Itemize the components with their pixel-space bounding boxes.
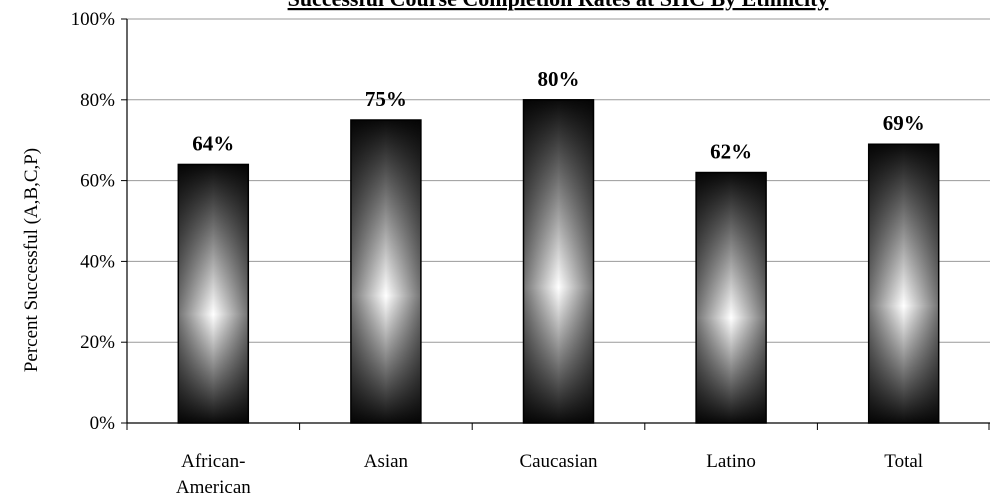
axes-layer bbox=[121, 18, 990, 430]
data-label: 62% bbox=[710, 140, 752, 164]
x-category-label: American bbox=[176, 477, 251, 498]
data-label: 80% bbox=[538, 67, 580, 91]
y-tick-label: 40% bbox=[80, 251, 115, 272]
chart-title: Successful Course Completion Rates at SH… bbox=[288, 0, 829, 11]
x-category-label: Asian bbox=[364, 451, 409, 472]
bar-shade bbox=[523, 99, 594, 424]
x-category-labels: African- American Asian Caucasian Latino Tota… bbox=[176, 451, 923, 498]
x-category-label: Caucasian bbox=[519, 451, 598, 472]
data-label: 69% bbox=[883, 111, 925, 135]
chart-title-group: Successful Course Completion Rates at SH… bbox=[288, 0, 829, 11]
bar-shade bbox=[868, 144, 939, 424]
bar-shade bbox=[350, 120, 421, 423]
x-category-label: Total bbox=[884, 451, 923, 472]
y-tick-label: 60% bbox=[80, 171, 115, 192]
data-labels: 64% 75% 80% 62% 69% bbox=[192, 67, 924, 164]
y-tick-labels: 0% 20% 40% 60% 80% 100% bbox=[71, 9, 116, 434]
y-tick-label: 0% bbox=[90, 413, 116, 434]
bars-layer bbox=[177, 99, 940, 424]
bar-shade bbox=[696, 172, 767, 423]
y-axis-label: Percent Successful (A,B,C,P) bbox=[21, 148, 42, 372]
y-tick-label: 20% bbox=[80, 332, 115, 353]
bar-shade bbox=[178, 164, 249, 423]
y-tick-label: 80% bbox=[80, 90, 115, 111]
y-tick-label: 100% bbox=[71, 9, 116, 30]
x-category-label: African- bbox=[181, 451, 245, 472]
x-category-label: Latino bbox=[706, 451, 756, 472]
data-label: 75% bbox=[365, 87, 407, 111]
data-label: 64% bbox=[192, 131, 234, 155]
